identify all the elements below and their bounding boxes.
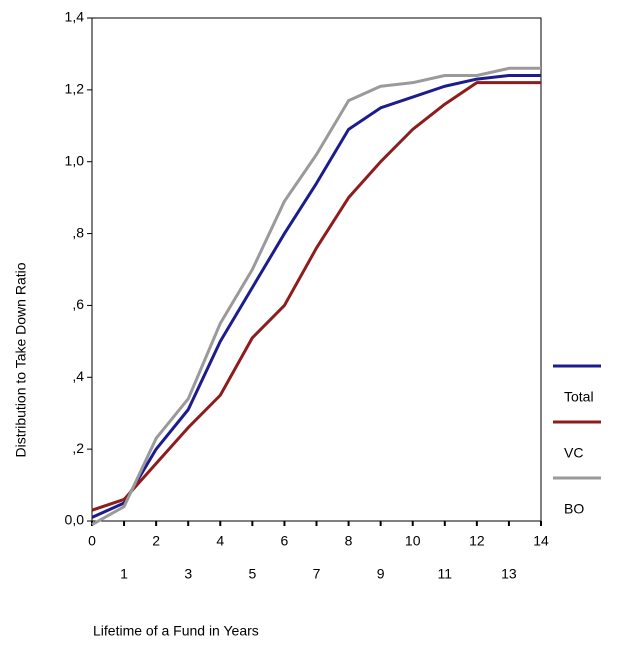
y-axis-label: Distribution to Take Down Ratio [13,262,29,457]
x-tick-label: 7 [313,566,321,582]
y-tick-label: 0,0 [65,512,85,528]
series-line [91,81,541,512]
y-tick-label: ,6 [72,296,84,312]
y-tick-label: 1,4 [65,9,85,25]
x-tick-label: 10 [405,533,421,549]
x-tick-label: 11 [438,566,453,582]
x-tick-label: 9 [377,566,385,582]
x-tick-label: 1 [120,566,128,582]
x-tick-label: 4 [216,533,224,549]
y-tick-label: 1,0 [65,152,85,168]
legend-label: VC [564,445,583,461]
x-tick-label: 2 [152,533,160,549]
legend-label: BO [564,501,584,517]
legend-label: Total [564,389,594,405]
y-tick-label: ,8 [72,224,84,240]
series-line [91,66,541,526]
x-tick-label: 5 [248,566,256,582]
y-tick-label: 1,2 [65,81,85,97]
x-tick-label: 14 [533,533,549,549]
x-tick-label: 8 [345,533,353,549]
y-tick-label: ,4 [72,368,84,384]
x-tick-label: 13 [501,566,517,582]
x-tick-label: 6 [281,533,289,549]
x-tick-label: 3 [184,566,192,582]
series-line [91,73,541,519]
x-tick-label: 12 [469,533,485,549]
x-tick-label: 0 [88,533,96,549]
x-axis-label: Lifetime of a Fund in Years [93,623,259,639]
y-tick-label: ,2 [72,440,84,456]
